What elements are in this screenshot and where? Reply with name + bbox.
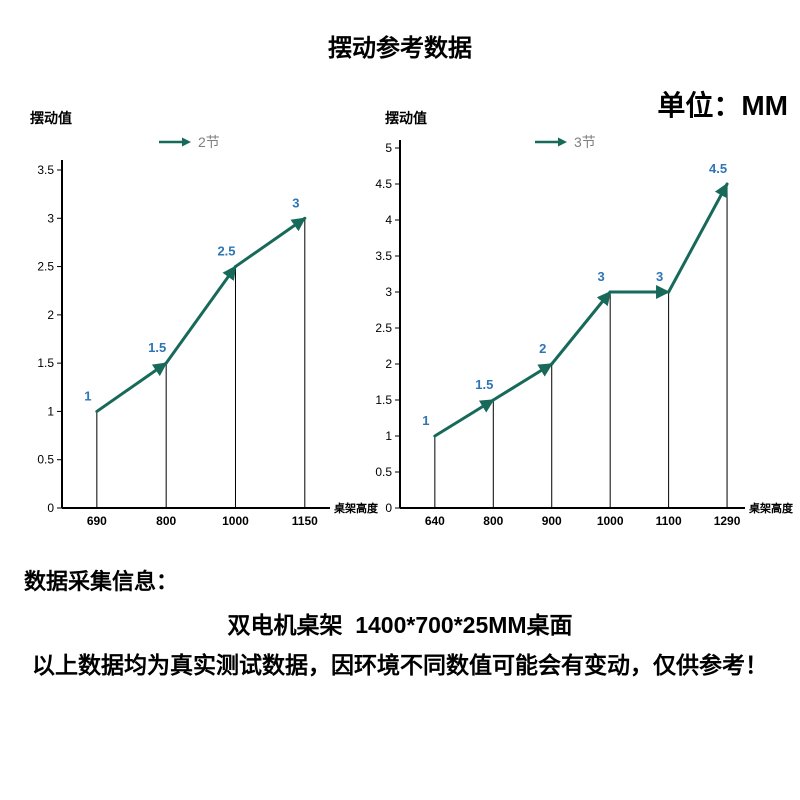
svg-text:3: 3 xyxy=(292,195,299,210)
svg-text:3.5: 3.5 xyxy=(375,249,392,263)
svg-text:5: 5 xyxy=(385,141,392,155)
svg-text:690: 690 xyxy=(87,514,107,528)
svg-text:1.5: 1.5 xyxy=(475,377,493,392)
svg-text:桌架高度: 桌架高度 xyxy=(748,501,794,515)
svg-text:1150: 1150 xyxy=(292,514,318,528)
unit-label: 单位：MM xyxy=(657,90,788,121)
svg-text:0.5: 0.5 xyxy=(37,453,54,467)
page-title: 摆动参考数据 xyxy=(328,35,472,62)
svg-text:2.5: 2.5 xyxy=(375,321,392,335)
svg-text:2.5: 2.5 xyxy=(37,260,54,274)
svg-text:1000: 1000 xyxy=(222,514,249,528)
svg-text:0.5: 0.5 xyxy=(375,465,392,479)
svg-text:800: 800 xyxy=(483,514,503,528)
svg-text:2.5: 2.5 xyxy=(217,244,235,259)
svg-text:900: 900 xyxy=(542,514,562,528)
svg-text:1.5: 1.5 xyxy=(375,393,392,407)
svg-text:1.5: 1.5 xyxy=(148,340,166,355)
svg-text:3: 3 xyxy=(656,269,663,284)
legend: 3节 xyxy=(534,132,596,152)
svg-text:3: 3 xyxy=(598,269,605,284)
legend-arrow-icon xyxy=(159,137,191,147)
svg-text:1100: 1100 xyxy=(656,514,682,528)
svg-text:1: 1 xyxy=(84,388,91,403)
svg-text:4.5: 4.5 xyxy=(709,161,727,176)
line-chart-2-segment: 0 0.5 1 1.5 2 2.5 3 3.5 690 800 1000 1150 1 1.5 2.5 3 桌架… xyxy=(37,160,379,528)
svg-text:3: 3 xyxy=(47,211,54,225)
legend-label: 2节 xyxy=(198,134,220,150)
svg-text:1.5: 1.5 xyxy=(37,356,54,370)
y-axis-title: 摆动值 xyxy=(30,110,72,126)
footer-spec-line: 双电机桌架 1400*700*25MM桌面 xyxy=(227,612,573,638)
svg-text:640: 640 xyxy=(425,514,445,528)
legend-label: 3节 xyxy=(574,134,596,150)
svg-text:0: 0 xyxy=(47,501,54,515)
svg-text:800: 800 xyxy=(156,514,176,528)
footer-disclaimer-line: 以上数据均为真实测试数据，因环境不同数值可能会有变动，仅供参考！ xyxy=(32,652,768,678)
legend: 2节 xyxy=(158,132,220,152)
svg-text:1: 1 xyxy=(47,404,54,418)
svg-text:3.5: 3.5 xyxy=(37,163,54,177)
y-axis-title: 摆动值 xyxy=(385,110,427,126)
svg-text:4: 4 xyxy=(385,213,392,227)
svg-text:2: 2 xyxy=(385,357,392,371)
svg-text:3: 3 xyxy=(385,285,392,299)
svg-text:1290: 1290 xyxy=(714,514,741,528)
svg-text:1: 1 xyxy=(385,429,392,443)
svg-text:1: 1 xyxy=(422,413,429,428)
svg-text:2: 2 xyxy=(47,308,54,322)
svg-text:1000: 1000 xyxy=(597,514,624,528)
svg-text:0: 0 xyxy=(385,501,392,515)
svg-text:4.5: 4.5 xyxy=(375,177,392,191)
legend-arrow-icon xyxy=(535,137,567,147)
footer-heading: 数据采集信息： xyxy=(24,569,179,594)
svg-text:2: 2 xyxy=(539,341,546,356)
svg-text:桌架高度: 桌架高度 xyxy=(333,501,379,515)
